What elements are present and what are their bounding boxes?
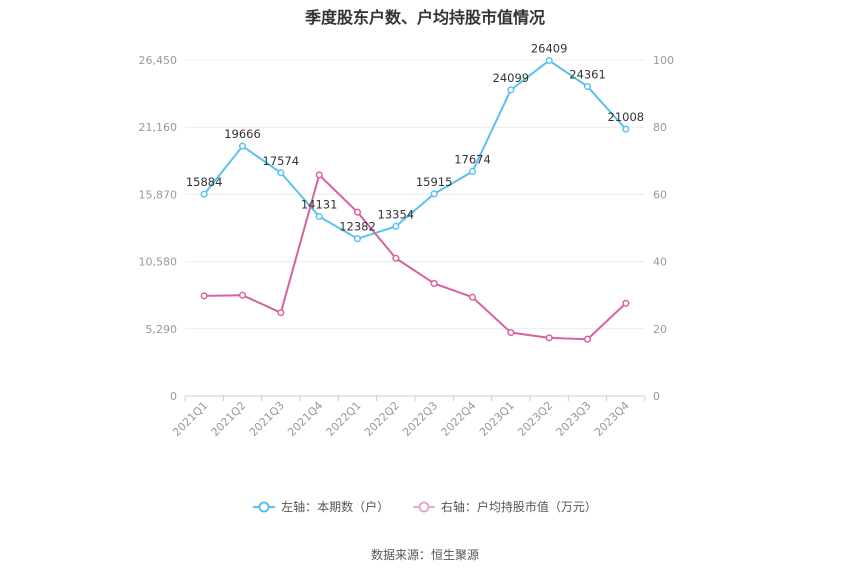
- data-source: 数据来源：恒生聚源: [370, 548, 479, 562]
- right-series-point: [430, 279, 438, 287]
- legend-label-right: 右轴：户均持股市值（万元）: [440, 500, 597, 514]
- x-axis-category-label: 2021Q3: [247, 399, 287, 439]
- right-series-point: [507, 328, 515, 337]
- left-series-point: [430, 190, 438, 198]
- data-label: 19666: [224, 127, 261, 141]
- data-label: 17574: [263, 154, 300, 168]
- data-label: 26409: [531, 42, 568, 56]
- x-axis-category-label: 2023Q3: [554, 399, 594, 439]
- left-series-point: [315, 212, 323, 221]
- x-axis-category-label: 2022Q2: [362, 399, 402, 439]
- right-series-point: [392, 254, 400, 262]
- right-axis-tick-label: 20: [653, 323, 667, 336]
- right-axis-tick-label: 80: [653, 121, 667, 134]
- left-series-point: [583, 82, 592, 91]
- left-axis-tick-label: 21,160: [139, 121, 178, 134]
- axes: 0 0 5,290 20 10,580 40 15,870 60 21,160 80 26,450 1…: [139, 54, 675, 439]
- right-axis-tick-label: 40: [653, 256, 667, 269]
- right-axis-tick-label: 0: [653, 390, 660, 403]
- right-series-point: [238, 291, 247, 299]
- left-series-point: [622, 125, 630, 133]
- data-label: 13354: [378, 207, 415, 221]
- left-axis-tick-label: 15,870: [139, 188, 178, 201]
- left-series-point: [392, 222, 400, 230]
- x-axis-category-label: 2023Q2: [515, 399, 555, 439]
- x-axis-category-label: 2023Q4: [592, 399, 632, 439]
- right-axis-tick-label: 60: [653, 188, 667, 201]
- left-series-line: [203, 59, 627, 240]
- data-label: 17674: [454, 152, 491, 166]
- chart-title: 季度股东户数、户均持股市值情况: [304, 8, 545, 27]
- left-axis-tick-label: 5,290: [146, 323, 178, 336]
- right-series-line: [204, 173, 627, 341]
- left-axis-tick-label: 10,580: [139, 256, 178, 269]
- data-label: 15915: [416, 175, 453, 189]
- data-label: 14131: [301, 197, 338, 211]
- right-series-point: [468, 293, 477, 301]
- left-series-point: [353, 235, 362, 243]
- left-series-point: [468, 167, 477, 176]
- legend-label-left: 左轴：本期数（户）: [281, 500, 390, 514]
- legend: 左轴：本期数（户） 右轴：户均持股市值（万元）: [0, 498, 850, 516]
- right-series-point: [200, 292, 208, 300]
- right-series-point: [277, 309, 285, 317]
- data-label: 15884: [186, 175, 223, 189]
- left-axis-tick-label: 26,450: [139, 54, 178, 67]
- right-series-point: [583, 335, 592, 343]
- left-series-point: [545, 56, 553, 65]
- x-axis-category-label: 2021Q4: [285, 399, 325, 439]
- data-label: 12382: [339, 220, 376, 234]
- series: [200, 56, 630, 343]
- legend-line-marker-icon: [253, 501, 276, 512]
- right-axis-tick-label: 100: [653, 54, 674, 67]
- data-label: 21008: [608, 110, 645, 124]
- right-series-point: [315, 171, 323, 179]
- data-label: 24361: [569, 68, 606, 82]
- x-axis-category-label: 2023Q1: [477, 399, 517, 439]
- left-series-point: [238, 142, 247, 150]
- right-series-point: [622, 299, 630, 307]
- x-axis-category-label: 2022Q4: [439, 399, 479, 439]
- left-series-point: [200, 190, 208, 198]
- grid-lines: [185, 59, 645, 397]
- right-series-point: [545, 334, 553, 342]
- right-series-point: [353, 208, 362, 216]
- left-series-point: [277, 169, 285, 177]
- x-axis-category-label: 2021Q2: [209, 399, 249, 439]
- data-label: 24099: [493, 71, 530, 85]
- legend-item-left-series[interactable]: 左轴：本期数（户）: [253, 498, 389, 515]
- x-axis-category-label: 2022Q1: [324, 399, 364, 439]
- left-axis-tick-label: 0: [170, 390, 177, 403]
- legend-item-right-series[interactable]: 右轴：户均持股市值（万元）: [412, 498, 597, 515]
- x-axis-category-label: 2021Q1: [170, 399, 210, 439]
- x-axis-category-label: 2022Q3: [400, 399, 440, 439]
- legend-line-marker-icon: [412, 501, 435, 512]
- left-series-point: [507, 86, 515, 94]
